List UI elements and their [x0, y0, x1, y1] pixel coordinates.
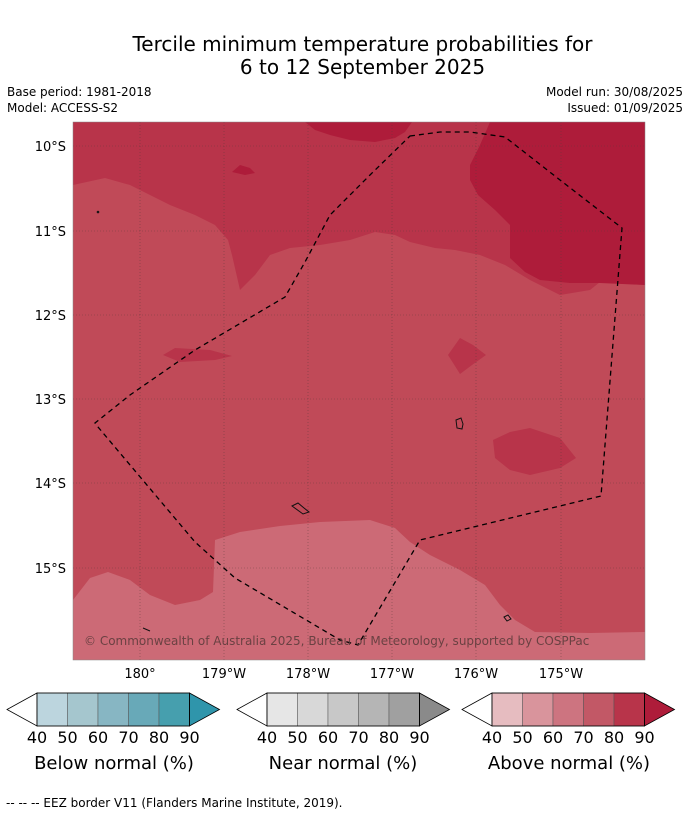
colorbar-tick-label: 50 — [287, 728, 308, 747]
probability-field — [73, 122, 645, 660]
colorbar-segment — [552, 692, 584, 727]
colorbar-tick-label: 70 — [348, 728, 369, 747]
colorbar-segment — [266, 692, 298, 727]
colorbar-segment — [128, 692, 160, 727]
eez-border — [94, 131, 623, 646]
lon-label: 178°W — [286, 667, 330, 682]
lon-label: 175°W — [539, 667, 583, 682]
colorbar-segment — [491, 692, 523, 727]
colorbar-tick-label: 50 — [57, 728, 78, 747]
above-90-northeast-region — [470, 122, 645, 285]
colorbar-outline — [491, 692, 645, 727]
colorbar-tick-label: 90 — [179, 728, 200, 747]
colorbar-tick-label: 70 — [573, 728, 594, 747]
colorbar-tick-label: 90 — [409, 728, 430, 747]
colorbar-near-normal — [236, 692, 451, 727]
colorbar-segment — [388, 692, 420, 727]
colorbar-extension-high — [189, 692, 221, 727]
colorbar-segment — [158, 692, 190, 727]
above-60-70-south-region — [73, 520, 645, 660]
model-run: Model run: 30/08/2025 — [545, 85, 683, 99]
colorbar-below-normal — [6, 692, 221, 727]
latitude-labels: 10°S 11°S 12°S 13°S 14°S 15°S — [35, 140, 66, 577]
lat-label: 11°S — [35, 225, 66, 240]
colorbar-tick-label: 80 — [148, 728, 170, 747]
colorbar-segment — [297, 692, 329, 727]
above-80-90-patch-west — [163, 348, 232, 362]
colorbar-outline — [36, 692, 190, 727]
longitude-labels: 180° 179°W 178°W 177°W 176°W 175°W — [124, 667, 583, 682]
island-southwest — [142, 627, 151, 632]
graticule — [73, 122, 645, 660]
lat-label: 13°S — [35, 393, 66, 408]
colorbar-tick-label: 40 — [481, 728, 503, 747]
issued-date: Issued: 01/09/2025 — [567, 101, 683, 115]
colorbar-extension-low — [236, 692, 268, 727]
colorbar-tick-label: 40 — [256, 728, 278, 747]
colorbar-segment — [358, 692, 390, 727]
colorbar-extension-high — [419, 692, 451, 727]
colorbar-above-normal — [461, 692, 676, 727]
lat-label: 15°S — [35, 562, 66, 577]
lat-label: 10°S — [35, 140, 66, 155]
above-90-small-patch — [232, 165, 255, 175]
lon-label: 180° — [124, 667, 155, 682]
colorbar-segment — [67, 692, 99, 727]
lon-label: 177°W — [370, 667, 414, 682]
colorbar-label-above: Above normal (%) — [487, 753, 651, 774]
lon-label: 179°W — [202, 667, 246, 682]
colorbar-tick-label: 60 — [317, 728, 339, 747]
colorbar-extension-low — [6, 692, 38, 727]
colorbar-tick-label: 60 — [87, 728, 109, 747]
colorbar-tick-label: 80 — [603, 728, 625, 747]
colorbar-tick-label: 40 — [26, 728, 48, 747]
copyright-notice: © Commonwealth of Australia 2025, Bureau… — [84, 634, 589, 648]
colorbar-tick-label: 60 — [542, 728, 564, 747]
map-title-line2: 6 to 12 September 2025 — [239, 55, 486, 79]
colorbar-segment — [583, 692, 615, 727]
eez-legend-note: -- -- -- EEZ border V11 (Flanders Marine… — [6, 796, 343, 810]
colorbar-label-below: Below normal (%) — [34, 753, 194, 774]
colorbar-segment — [327, 692, 359, 727]
colorbar-extension-high — [644, 692, 676, 727]
island-futuna — [291, 502, 311, 515]
island-south — [503, 614, 512, 622]
lon-label: 176°W — [454, 667, 498, 682]
colorbar-tick-label: 50 — [512, 728, 533, 747]
map-frame — [72, 121, 646, 661]
colorbar-tick-label: 80 — [378, 728, 400, 747]
above-90-north-patch — [305, 122, 412, 142]
above-80-90-patch-center — [448, 338, 486, 374]
colorbar-outline — [266, 692, 420, 727]
lat-label: 12°S — [35, 309, 66, 324]
above-80-90-patch-east — [493, 428, 576, 475]
colorbar-label-near: Near normal (%) — [268, 753, 418, 774]
colorbar-tick-label: 90 — [634, 728, 655, 747]
lat-label: 14°S — [35, 477, 66, 492]
base-period: Base period: 1981-2018 — [7, 85, 152, 99]
colorbar-segment — [613, 692, 645, 727]
colorbar-tick-label: 70 — [118, 728, 139, 747]
colorbar-segment — [522, 692, 554, 727]
colorbar-segment — [97, 692, 129, 727]
model-name: Model: ACCESS-S2 — [7, 101, 119, 115]
colorbar-segment — [36, 692, 68, 727]
island-wallis — [455, 417, 464, 430]
colorbar-extension-low — [461, 692, 493, 727]
map-title-line1: Tercile minimum temperature probabilitie… — [132, 32, 593, 56]
islands — [96, 210, 512, 632]
